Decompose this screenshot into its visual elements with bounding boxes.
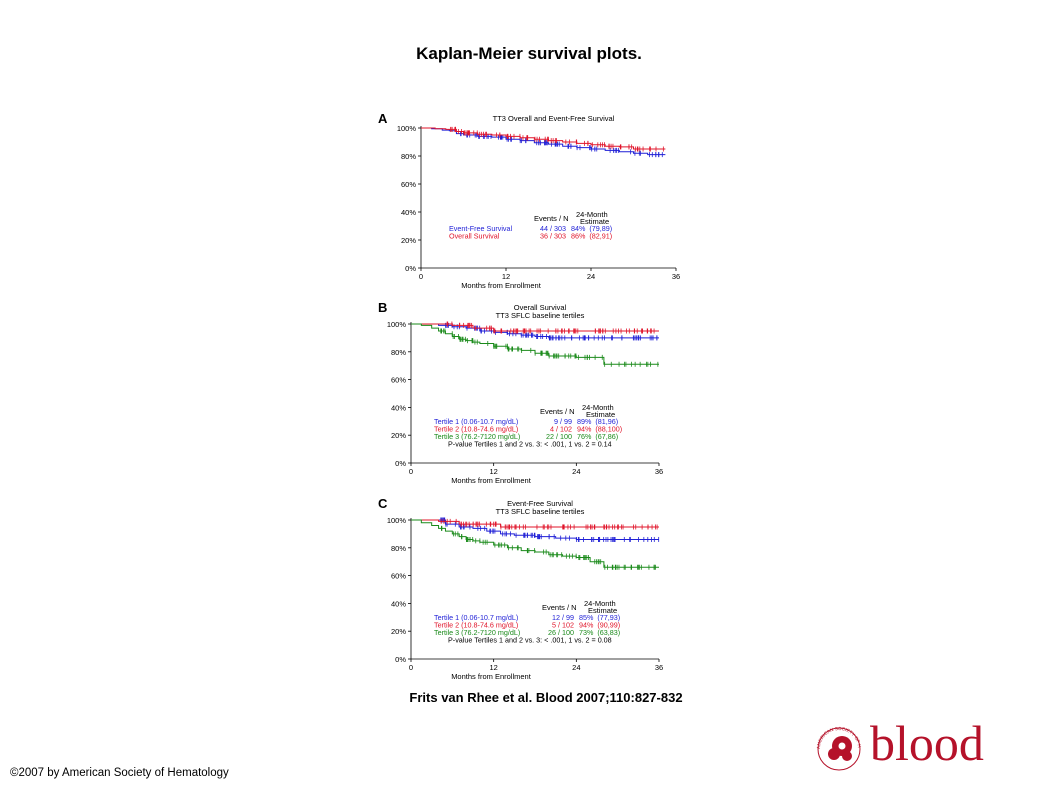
x-axis-label: Months from Enrollment bbox=[451, 476, 532, 485]
legend-events-n: 5 / 102 bbox=[552, 621, 574, 630]
table-header-events: Events / N bbox=[540, 407, 575, 416]
x-tick-label: 12 bbox=[489, 663, 497, 672]
chart-subtitle: TT3 SFLC baseline tertiles bbox=[496, 311, 585, 320]
table-header-estimate: Estimate bbox=[580, 217, 609, 226]
pvalue-text: P-value Tertiles 1 and 2 vs. 3: < .001, … bbox=[448, 440, 612, 449]
y-tick-label: 100% bbox=[397, 124, 417, 133]
y-tick-label: 40% bbox=[401, 208, 416, 217]
table-header-24month: 24-Month bbox=[584, 599, 616, 608]
x-tick-label: 24 bbox=[572, 663, 580, 672]
x-tick-label: 0 bbox=[419, 272, 423, 281]
table-header-24month: 24-Month bbox=[582, 403, 614, 412]
legend-events-n: 4 / 102 bbox=[550, 425, 572, 434]
legend-estimate: 84% (79,89) bbox=[571, 224, 612, 233]
logo-wordmark: blood bbox=[870, 715, 984, 771]
legend-estimate: 94% (90,99) bbox=[579, 621, 620, 630]
blood-logo: AMERICAN SOCIETY OF HEMATOLOGY blood bbox=[812, 715, 1002, 772]
legend-estimate: 76% (67,86) bbox=[577, 432, 618, 441]
legend-events-n: 12 / 99 bbox=[552, 613, 574, 622]
legend-estimate: 86% (82,91) bbox=[571, 232, 612, 241]
slide-title: Kaplan-Meier survival plots. bbox=[416, 44, 642, 63]
y-tick-label: 80% bbox=[391, 544, 406, 553]
panel-letter: B bbox=[378, 300, 387, 315]
chart-title: Event-Free Survival bbox=[507, 499, 573, 508]
table-header-estimate: Estimate bbox=[586, 410, 615, 419]
legend-estimate: 89% (81,96) bbox=[577, 417, 618, 426]
y-tick-label: 40% bbox=[391, 599, 406, 608]
table-header-events: Events / N bbox=[534, 214, 569, 223]
chart-title: Overall Survival bbox=[514, 303, 567, 312]
x-tick-label: 0 bbox=[409, 663, 413, 672]
chart-title: TT3 Overall and Event-Free Survival bbox=[493, 114, 615, 123]
survival-curve-3 bbox=[411, 323, 659, 365]
legend-series-name: Tertile 2 (10.8-74.6 mg/dL) bbox=[434, 621, 518, 630]
legend-series-name: Tertile 3 (76.2-7120 mg/dL) bbox=[434, 432, 520, 441]
copyright-text: ©2007 by American Society of Hematology bbox=[10, 767, 229, 779]
y-tick-label: 20% bbox=[391, 627, 406, 636]
table-header-events: Events / N bbox=[542, 603, 577, 612]
x-tick-label: 36 bbox=[655, 467, 663, 476]
legend-events-n: 22 / 100 bbox=[546, 432, 572, 441]
chart-subtitle: TT3 SFLC baseline tertiles bbox=[496, 507, 585, 516]
x-axis-label: Months from Enrollment bbox=[461, 281, 542, 290]
legend-series-name: Tertile 1 (0.06-10.7 mg/dL) bbox=[434, 417, 518, 426]
y-tick-label: 0% bbox=[395, 655, 406, 664]
legend-events-n: 44 / 303 bbox=[540, 224, 566, 233]
legend-series-name: Overall Survival bbox=[449, 232, 500, 241]
x-tick-label: 24 bbox=[572, 467, 580, 476]
y-tick-label: 20% bbox=[401, 236, 416, 245]
y-tick-label: 80% bbox=[401, 152, 416, 161]
x-tick-label: 12 bbox=[489, 467, 497, 476]
y-tick-label: 100% bbox=[387, 320, 407, 329]
legend-series-name: Tertile 2 (10.8-74.6 mg/dL) bbox=[434, 425, 518, 434]
ash-seal-icon: AMERICAN SOCIETY OF HEMATOLOGY bbox=[812, 722, 862, 771]
legend-estimate: 85% (77,93) bbox=[579, 613, 620, 622]
panel-letter: C bbox=[378, 496, 388, 511]
legend-series-name: Tertile 3 (76.2-7120 mg/dL) bbox=[434, 628, 520, 637]
legend-estimate: 94% (88,100) bbox=[577, 425, 622, 434]
x-tick-label: 0 bbox=[409, 467, 413, 476]
x-tick-label: 12 bbox=[502, 272, 510, 281]
y-tick-label: 60% bbox=[391, 572, 406, 581]
table-header-24month: 24-Month bbox=[576, 210, 608, 219]
panel-letter: A bbox=[378, 111, 388, 126]
legend-events-n: 36 / 303 bbox=[540, 232, 566, 241]
legend-events-n: 9 / 99 bbox=[554, 417, 572, 426]
y-tick-label: 60% bbox=[401, 180, 416, 189]
legend-estimate: 73% (63,83) bbox=[579, 628, 620, 637]
x-tick-label: 36 bbox=[655, 663, 663, 672]
y-tick-label: 20% bbox=[391, 431, 406, 440]
y-tick-label: 60% bbox=[391, 376, 406, 385]
legend-series-name: Tertile 1 (0.06-10.7 mg/dL) bbox=[434, 613, 518, 622]
legend-series-name: Event-Free Survival bbox=[449, 224, 513, 233]
legend-events-n: 26 / 100 bbox=[548, 628, 574, 637]
pvalue-text: P-value Tertiles 1 and 2 vs. 3: < .001, … bbox=[448, 636, 612, 645]
x-tick-label: 24 bbox=[587, 272, 595, 281]
y-tick-label: 40% bbox=[391, 403, 406, 412]
citation: Frits van Rhee et al. Blood 2007;110:827… bbox=[409, 690, 683, 705]
x-axis-label: Months from Enrollment bbox=[451, 672, 532, 681]
x-tick-label: 36 bbox=[672, 272, 680, 281]
table-header-estimate: Estimate bbox=[588, 606, 617, 615]
survival-curve-2 bbox=[421, 127, 666, 150]
y-tick-label: 0% bbox=[395, 459, 406, 468]
y-tick-label: 0% bbox=[405, 264, 416, 273]
y-tick-label: 100% bbox=[387, 516, 407, 525]
y-tick-label: 80% bbox=[391, 348, 406, 357]
panel-a: A TT3 Overall and Event-Free Survival 0% 20… bbox=[378, 111, 680, 290]
